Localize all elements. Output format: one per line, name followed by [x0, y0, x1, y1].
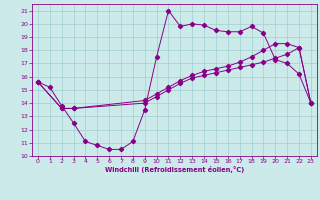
X-axis label: Windchill (Refroidissement éolien,°C): Windchill (Refroidissement éolien,°C) [105, 166, 244, 173]
